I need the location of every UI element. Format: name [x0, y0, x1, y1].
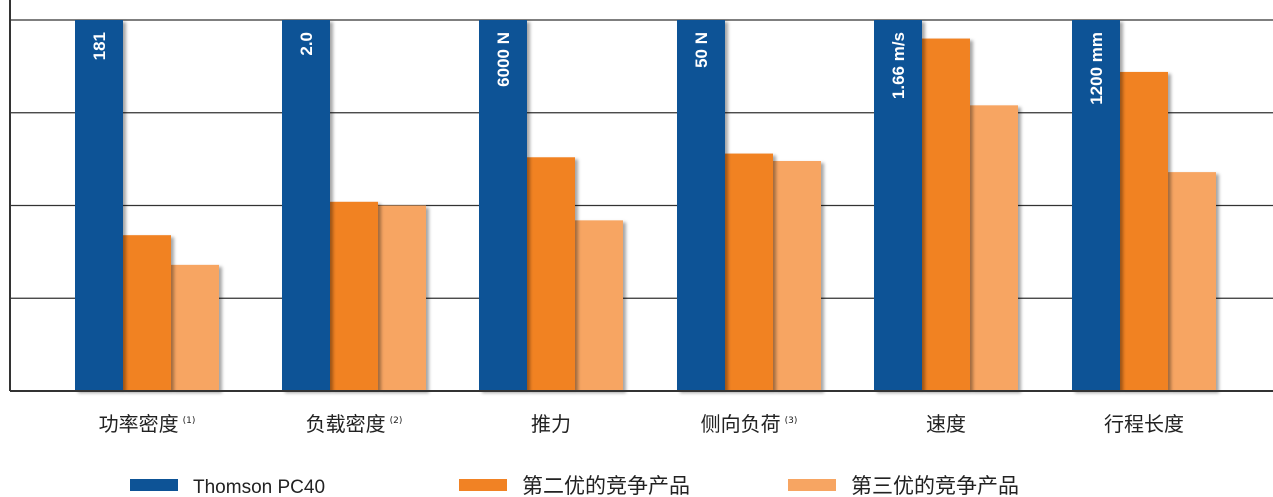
- bar-group: 1200 mm: [1072, 20, 1216, 391]
- bar-value-label: 6000 N: [494, 32, 513, 87]
- category-label: 速度: [926, 412, 966, 436]
- category-label: 行程长度: [1104, 412, 1184, 436]
- bar-group: 1.66 m/s: [874, 20, 1018, 392]
- bar-1: [1072, 20, 1120, 391]
- bar-2: [123, 235, 171, 391]
- bar-1: [677, 20, 725, 391]
- category-label: 推力: [531, 412, 571, 436]
- legend-label: Thomson PC40: [193, 477, 325, 497]
- bar-value-label: 181: [90, 32, 109, 60]
- legend-item: Thomson PC40: [130, 477, 325, 497]
- bar-3: [970, 105, 1018, 391]
- axes: [9, 0, 1273, 392]
- category-labels: 功率密度 (1) 负载密度 (2) 推力 侧向负荷 (3) 速度 行程长度: [99, 412, 1184, 436]
- bar-value-label: 1.66 m/s: [889, 32, 908, 99]
- bar-3: [378, 205, 426, 391]
- legend-swatch: [459, 479, 507, 491]
- bar-1: [874, 20, 922, 391]
- bar-1: [75, 20, 123, 391]
- legend-label: 第二优的竞争产品: [522, 474, 690, 497]
- category-label: 功率密度 (1): [99, 412, 196, 436]
- bar-value-label: 2.0: [297, 32, 316, 56]
- grid-lines: [10, 19, 1273, 299]
- legend-item: 第三优的竞争产品: [788, 474, 1019, 497]
- bar-2: [922, 38, 970, 392]
- bar-3: [1168, 172, 1216, 391]
- legend-swatch: [788, 479, 836, 491]
- bar-group: 6000 N: [479, 20, 623, 391]
- bar-1: [479, 20, 527, 391]
- bar-3: [171, 264, 219, 391]
- category-label: 侧向负荷 (3): [701, 412, 798, 436]
- bar-3: [773, 160, 821, 391]
- bar-1: [282, 20, 330, 391]
- category-label: 负载密度 (2): [306, 412, 403, 436]
- legend-swatch: [130, 479, 178, 491]
- bar-value-label: 50 N: [692, 32, 711, 68]
- bars: 181 2.0 6000 N 50 N 1.66 m/s 1200 mm: [75, 20, 1216, 392]
- legend-item: 第二优的竞争产品: [459, 474, 690, 497]
- bar-2: [725, 153, 773, 391]
- bar-2: [527, 157, 575, 391]
- bar-3: [575, 220, 623, 391]
- bar-group: 181: [75, 20, 219, 391]
- bar-group: 50 N: [677, 20, 821, 391]
- legend: Thomson PC40 第二优的竞争产品 第三优的竞争产品: [130, 474, 1019, 497]
- legend-label: 第三优的竞争产品: [851, 474, 1019, 497]
- bar-2: [1120, 71, 1168, 391]
- bar-value-label: 1200 mm: [1087, 32, 1106, 105]
- bar-group: 2.0: [282, 20, 426, 391]
- bar-2: [330, 201, 378, 391]
